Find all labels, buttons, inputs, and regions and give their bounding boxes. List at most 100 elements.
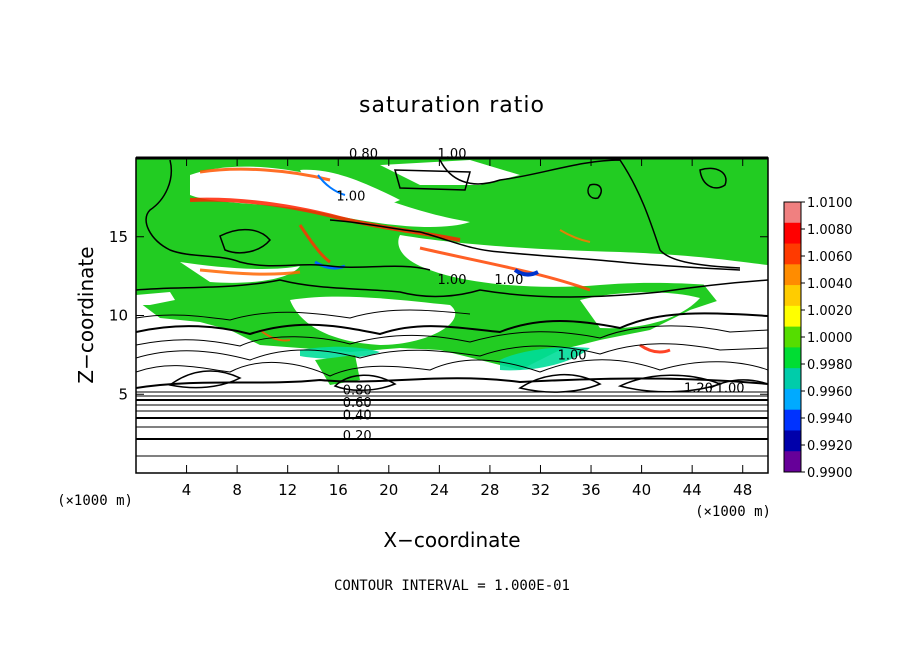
contour-label: 0.20 — [343, 429, 372, 444]
contour-line — [136, 359, 768, 377]
field-red-streak — [559, 229, 591, 243]
colorbar-tick-label: 0.9920 — [807, 439, 853, 454]
contour-label: 1.00 — [494, 273, 523, 288]
y-tick-label: 15 — [109, 228, 128, 246]
field-cyan-patch — [300, 346, 380, 359]
x-tick-label: 40 — [632, 481, 651, 499]
contour-line — [709, 379, 768, 389]
contour-line — [699, 167, 727, 189]
colorbar-tick-label: 0.9940 — [807, 412, 853, 427]
x-tick-label: 28 — [480, 481, 499, 499]
colorbar-segment — [784, 451, 801, 473]
contour-label: 1.00 — [336, 190, 365, 205]
y-axis: 5 10 15 — [109, 228, 768, 403]
colorbar-tick-label: 1.0020 — [807, 304, 853, 319]
y-axis-label: Z−coordinate — [74, 246, 98, 383]
contour-line — [394, 169, 471, 191]
field-red-streak — [419, 246, 591, 292]
contour-label: 1.00 — [438, 273, 467, 288]
x-tick-label: 12 — [278, 481, 297, 499]
contour-line — [136, 377, 768, 389]
colorbar-segment — [784, 305, 801, 328]
field-red-streak — [189, 197, 461, 242]
field-red-streak — [259, 329, 291, 342]
x-tick-label: 24 — [430, 481, 449, 499]
field-white-patch — [380, 160, 520, 185]
x-tick-label: 44 — [683, 481, 702, 499]
colorbar-segment — [784, 409, 801, 431]
contour-line — [333, 374, 397, 391]
colorbar-segment — [784, 388, 801, 411]
field-red-streak — [199, 268, 301, 276]
contour-label: 1.00 — [438, 147, 467, 162]
colorbar-tick-label: 0.9960 — [807, 385, 853, 400]
field-white-patch — [136, 292, 175, 305]
colorbar-tick-label: 1.0000 — [807, 331, 853, 346]
colorbar-segment — [784, 222, 801, 245]
contour-label: 1.00 — [558, 349, 587, 364]
chart-title: saturation ratio — [359, 93, 545, 118]
field-white-patch — [580, 292, 700, 329]
contour-lines — [136, 159, 768, 457]
y-tick-label: 10 — [109, 307, 128, 325]
colorbar-segment — [784, 264, 801, 286]
colorbar-segment — [784, 243, 801, 265]
x-axis-label: X−coordinate — [383, 528, 520, 552]
x-tick-label: 8 — [232, 481, 242, 499]
field-white-patch — [290, 296, 456, 345]
contour-line — [219, 228, 271, 254]
colorbar-segment — [784, 347, 801, 369]
contour-line — [136, 312, 768, 336]
x-tick-label: 16 — [329, 481, 348, 499]
field-cyan-patch — [500, 347, 590, 371]
contour-line — [136, 325, 768, 347]
x-axis-unit: (×1000 m) — [695, 504, 771, 520]
contour-label: 0.80 — [343, 383, 372, 398]
x-tick-label: 4 — [182, 481, 192, 499]
contour-line — [168, 370, 242, 389]
colorbar-tick-label: 1.0100 — [807, 196, 853, 211]
saturation-field — [136, 158, 768, 385]
field-white-patch — [398, 235, 768, 290]
x-tick-label: 36 — [581, 481, 600, 499]
colorbar: 1.0100 1.0080 1.0060 1.0040 1.0020 1.0000 0.99… — [783, 196, 853, 481]
x-tick-label: 48 — [733, 481, 752, 499]
colorbar-segment — [784, 285, 801, 307]
contour-line — [145, 159, 431, 271]
colorbar-segment — [784, 326, 801, 348]
colorbar-tick-label: 1.0040 — [807, 277, 853, 292]
contour-label: 0.40 — [343, 408, 372, 423]
contour-line — [439, 159, 741, 269]
field-red-streak — [298, 224, 331, 264]
field-red-streak — [199, 167, 331, 182]
contour-interval-note: CONTOUR INTERVAL = 1.000E-01 — [334, 578, 570, 594]
contour-line — [136, 309, 471, 321]
x-tick-label: 32 — [531, 481, 550, 499]
colorbar-tick-label: 0.9980 — [807, 358, 853, 373]
x-axis: 4 8 12 16 20 24 28 32 36 40 44 48 — [182, 158, 752, 499]
colorbar-tick-label: 1.0080 — [807, 223, 853, 238]
colorbar-segment — [784, 368, 801, 390]
colorbar-segment — [784, 202, 801, 224]
contour-label: 1.20 — [684, 382, 713, 397]
colorbar-tick-label: 0.9900 — [807, 466, 853, 481]
x-tick-label: 20 — [379, 481, 398, 499]
field-blue-streak — [317, 174, 346, 196]
field-red-streak — [639, 343, 671, 354]
y-axis-unit: (×1000 m) — [57, 493, 133, 509]
plot-area: 0.200.400.600.800.80 1.001.001.00 1.001.00… — [135, 147, 769, 474]
contour-label: 0.80 — [349, 147, 378, 162]
y-tick-label: 5 — [118, 385, 128, 403]
field-blue-streak — [513, 268, 539, 277]
contour-label: 1.00 — [716, 382, 745, 397]
colorbar-tick-label: 1.0060 — [807, 250, 853, 265]
field-white-patch — [700, 280, 768, 305]
colorbar-segment — [784, 430, 801, 452]
contour-line — [136, 343, 768, 361]
contour-line — [136, 279, 768, 298]
contour-line — [518, 374, 602, 393]
contour-line — [587, 183, 602, 200]
contour-label: 0.60 — [343, 396, 372, 411]
contour-line — [329, 219, 741, 271]
